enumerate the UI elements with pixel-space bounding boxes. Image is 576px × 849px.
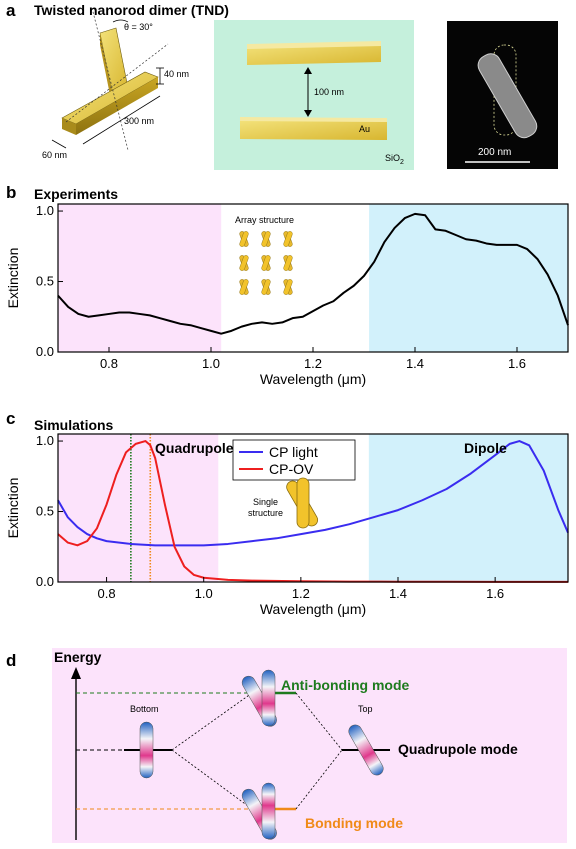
scalebar-label: 200 nm xyxy=(478,147,512,158)
correlation-lines xyxy=(171,692,343,810)
quadrupole-annotation: Quadrupole xyxy=(155,440,234,456)
energy-axis-arrowhead xyxy=(71,667,81,679)
array-dimer xyxy=(261,255,271,271)
panel-d-letter: d xyxy=(6,651,17,670)
array-rod xyxy=(239,279,249,295)
bottom-rod xyxy=(240,117,387,140)
legend-box xyxy=(232,439,356,481)
shaded-region-0 xyxy=(58,434,219,582)
energy-label: Energy xyxy=(54,649,102,665)
sem-rods xyxy=(477,44,538,139)
y-tick-label: 0.0 xyxy=(36,344,54,359)
legend-entry: CP light xyxy=(269,444,318,460)
length-dimension-label: 300 nm xyxy=(124,116,155,126)
dipole-annotation: Dipole xyxy=(464,440,507,456)
array-rod xyxy=(239,231,249,247)
x-axis-label: Wavelength (μm) xyxy=(260,371,366,387)
legend-entry: CP-OV xyxy=(269,461,314,477)
array-rod xyxy=(239,255,249,271)
array-dimer xyxy=(283,255,293,271)
array-rod xyxy=(283,255,293,271)
array-rod xyxy=(283,279,293,295)
x-tick-label: 1.2 xyxy=(304,356,322,371)
bottom-label: Bottom xyxy=(130,704,159,714)
substrate-label: SiO2 xyxy=(385,153,404,166)
shaded-region-0 xyxy=(58,204,222,352)
shaded-region-1 xyxy=(369,204,568,352)
top-rod-capsule xyxy=(348,724,384,776)
nanorod-3d-model xyxy=(51,7,169,151)
single-structure-icon xyxy=(286,477,319,529)
experiments-chart: 0.8 1.0 1.2 1.4 1.6 0.0 0.5 1.0 Wavelength (μm) E… xyxy=(5,203,569,387)
panel-a-letter: a xyxy=(6,1,16,20)
x-tick-label: 1.0 xyxy=(202,356,220,371)
energy-diagram xyxy=(52,648,567,843)
y-tick-label: 0.5 xyxy=(36,274,54,289)
top-rod xyxy=(247,41,381,65)
x-tick-label: 1.4 xyxy=(406,356,424,371)
array-rod xyxy=(283,231,293,247)
gap-label: 100 nm xyxy=(314,87,345,97)
panel-b-title: Experiments xyxy=(34,186,119,202)
array-inset-label: Array structure xyxy=(235,215,295,225)
y-axis-label: Extinction xyxy=(5,478,21,539)
y-tick-label: 0.0 xyxy=(36,574,54,589)
diagram-background xyxy=(52,648,567,843)
panel-c-title: Simulations xyxy=(34,417,114,433)
height-dimension-label: 40 nm xyxy=(164,69,190,79)
panel-a-title: Twisted nanorod dimer (TND) xyxy=(34,2,229,18)
bottom-rod-capsule xyxy=(139,721,154,779)
y-tick-label: 1.0 xyxy=(36,433,54,448)
y-tick-label: 1.0 xyxy=(36,203,54,218)
array-dimer xyxy=(261,231,271,247)
array-rod xyxy=(261,231,271,247)
y-tick-label: 0.5 xyxy=(36,504,54,519)
metal-label: Au xyxy=(359,124,371,134)
theta-label: θ = 30° xyxy=(124,22,153,32)
array-rod xyxy=(261,255,271,271)
antibonding-mode-label: Anti-bonding mode xyxy=(281,677,410,693)
width-dimension-label: 60 nm xyxy=(42,150,68,160)
quadrupole-mode-label: Quadrupole mode xyxy=(398,741,518,757)
simulations-chart: 0.8 1.0 1.2 1.4 1.6 0.0 0.5 1.0 Wavelength (μm) E… xyxy=(5,433,569,617)
shaded-region-1 xyxy=(368,434,568,582)
array-dimer xyxy=(283,279,293,295)
x-tick-label: 0.8 xyxy=(100,356,118,371)
bonding-mode-label: Bonding mode xyxy=(305,815,403,831)
panel-b-letter: b xyxy=(6,183,17,202)
x-tick-label: 1.6 xyxy=(508,356,526,371)
array-dimer xyxy=(283,231,293,247)
x-tick-label: 1.0 xyxy=(195,586,213,601)
y-axis-label: Extinction xyxy=(5,248,21,309)
array-structure-icon xyxy=(239,231,293,295)
single-structure-label: Single structure xyxy=(248,497,284,518)
x-tick-label: 0.8 xyxy=(98,586,116,601)
panel-a-figure xyxy=(51,7,558,170)
x-tick-label: 1.6 xyxy=(486,586,504,601)
panel-c-letter: c xyxy=(6,409,16,428)
plot-frame xyxy=(57,433,569,583)
top-label: Top xyxy=(358,704,373,714)
array-dimer xyxy=(239,279,249,295)
series-line-cp-light xyxy=(57,440,569,547)
antibonding-capsule-pair xyxy=(241,669,277,727)
array-rod xyxy=(261,279,271,295)
x-axis-label: Wavelength (μm) xyxy=(260,601,366,617)
array-dimer xyxy=(239,255,249,271)
array-dimer xyxy=(239,231,249,247)
bonding-capsule-pair xyxy=(241,782,277,840)
array-dimer xyxy=(261,279,271,295)
x-tick-label: 1.2 xyxy=(292,586,310,601)
x-tick-label: 1.4 xyxy=(389,586,407,601)
